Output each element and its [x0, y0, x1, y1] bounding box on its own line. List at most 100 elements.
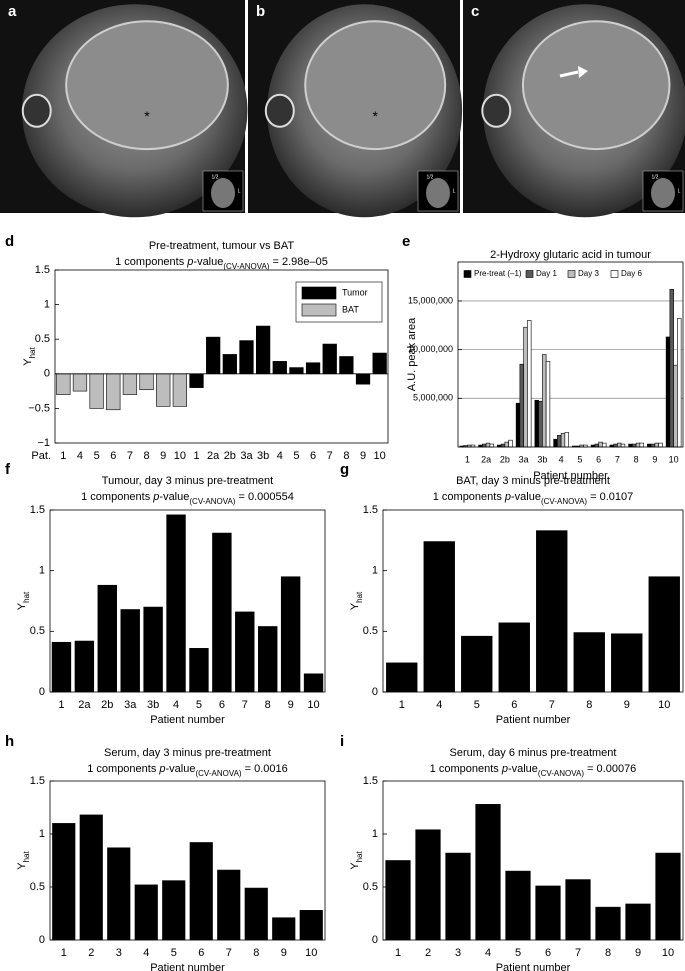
bar	[523, 326, 528, 448]
x-tick-label: 5	[171, 947, 177, 959]
legend-label: Tumor	[342, 287, 368, 297]
x-prefix: Pat.	[31, 450, 51, 462]
bar	[505, 870, 531, 941]
bar	[594, 443, 599, 448]
plot-frame	[49, 509, 326, 693]
mri-brain	[304, 20, 447, 151]
bar	[172, 373, 188, 407]
legend-swatch	[525, 270, 534, 278]
bar	[482, 443, 487, 448]
text-part: = 0.0107	[587, 491, 633, 503]
plot-frame	[382, 780, 684, 941]
panel-letter: e	[402, 233, 410, 250]
panel-letter: c	[471, 3, 479, 20]
x-tick-label: 7	[327, 450, 333, 462]
mri-brain	[521, 20, 671, 151]
text-part: -value	[166, 763, 196, 775]
y-axis-label: Yhat	[349, 850, 364, 869]
y-tick-label: 1	[39, 828, 45, 840]
bar	[299, 910, 323, 941]
x-tick-label: 4	[485, 947, 491, 959]
bar	[560, 433, 566, 448]
legend-swatch	[463, 270, 472, 278]
x-tick-label: 6	[110, 450, 116, 462]
bar	[527, 320, 532, 448]
bar	[189, 648, 209, 693]
y-tick-label: 0	[372, 686, 378, 698]
mri-inset-head	[426, 178, 450, 208]
y-tick-label: 1.5	[363, 504, 378, 516]
x-tick-label: 3a	[519, 454, 529, 464]
tumour-marker: *	[372, 108, 378, 124]
text-part: p	[504, 491, 511, 503]
x-tick-label: 3a	[240, 450, 253, 462]
bar	[613, 443, 618, 448]
chart-subtitle: 1 components p-value(CV-ANOVA) = 0.00076	[430, 763, 637, 778]
x-tick-label: 6	[310, 450, 316, 462]
plot-frame	[457, 261, 684, 448]
x-tick-label: 10	[662, 947, 674, 959]
bar	[235, 611, 255, 693]
chart-title: Tumour, day 3 minus pre-treatment	[102, 475, 273, 487]
y-tick-label: 1.5	[363, 775, 378, 787]
x-tick-label: 3b	[147, 699, 159, 711]
bar	[565, 879, 591, 941]
x-tick-label: 4	[436, 699, 442, 711]
chart-title: Pre-treatment, tumour vs BAT	[149, 240, 295, 252]
legend-label: BAT	[342, 304, 359, 314]
bar	[542, 354, 547, 448]
x-tick-label: 9	[624, 699, 630, 711]
chart-subtitle: 1 components p-value(CV-ANOVA) = 2.98e–0…	[115, 256, 328, 271]
text-part: hat	[22, 591, 31, 603]
bar	[372, 352, 387, 375]
x-tick-label: 5	[94, 450, 100, 462]
text-part: p	[501, 763, 508, 775]
x-tick-label: 4	[143, 947, 149, 959]
text-part: -value	[511, 491, 541, 503]
bar	[89, 373, 104, 409]
panel-letter: i	[340, 733, 344, 750]
bar	[272, 917, 296, 941]
legend-swatch	[301, 303, 337, 317]
bar	[139, 373, 154, 391]
bar	[500, 443, 506, 448]
y-axis-label: Yhat	[349, 591, 364, 610]
text-part: Y	[22, 358, 34, 366]
x-tick-label: 1	[193, 450, 199, 462]
bar	[386, 662, 418, 693]
y-tick-label: 0.5	[35, 333, 50, 345]
x-tick-label: 6	[198, 947, 204, 959]
x-axis-label: Patient number	[533, 470, 608, 482]
bar	[244, 887, 268, 941]
bar	[162, 880, 186, 941]
bar	[461, 635, 493, 693]
text-part: -value	[193, 256, 223, 268]
y-tick-label: 1.5	[30, 775, 45, 787]
x-tick-label: 6	[545, 947, 551, 959]
x-tick-label: 2a	[207, 450, 220, 462]
bar	[339, 356, 354, 375]
x-tick-label: 7	[549, 699, 555, 711]
bar	[617, 442, 622, 448]
bar	[620, 443, 626, 448]
bar	[625, 903, 651, 941]
mri-inset-head	[211, 178, 235, 208]
x-tick-label: 9	[635, 947, 641, 959]
bar	[79, 814, 103, 941]
bar	[557, 435, 562, 448]
y-tick-label: 0	[39, 686, 45, 698]
y-tick-label: 10,000,000	[408, 344, 453, 354]
x-tick-label: 2a	[78, 699, 91, 711]
chart-subtitle: 1 components p-value(CV-ANOVA) = 0.00055…	[81, 491, 294, 506]
x-tick-label: 6	[511, 699, 517, 711]
x-axis-label: Patient number	[150, 962, 225, 971]
y-tick-label: 0.5	[363, 625, 378, 637]
text-part: 1 components	[81, 491, 153, 503]
bar	[272, 361, 287, 375]
x-axis-label: Patient number	[496, 714, 571, 726]
x-tick-label: 10	[374, 450, 386, 462]
x-tick-label: 3b	[537, 454, 547, 464]
bar	[655, 852, 681, 941]
x-tick-label: 1	[399, 699, 405, 711]
